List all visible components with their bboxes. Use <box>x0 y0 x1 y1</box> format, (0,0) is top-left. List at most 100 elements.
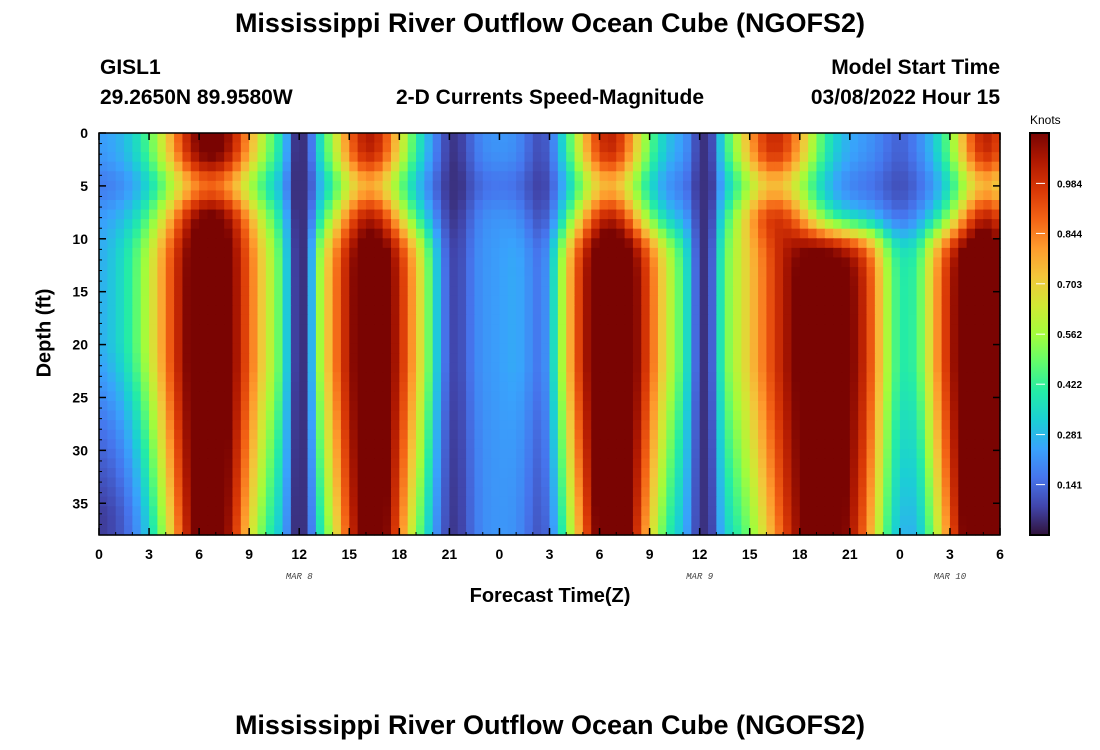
heatmap-cell <box>983 525 993 536</box>
heatmap-cell <box>541 515 551 527</box>
heatmap-cell <box>374 180 384 192</box>
heatmap-cell <box>866 477 876 488</box>
heatmap-cell <box>616 295 626 306</box>
heatmap-cell <box>240 324 250 335</box>
heatmap-cell <box>315 391 325 402</box>
heatmap-cell <box>307 257 317 268</box>
heatmap-cell <box>499 410 509 421</box>
heatmap-cell <box>724 161 734 172</box>
heatmap-cell <box>441 152 450 163</box>
heatmap-cell <box>841 420 851 431</box>
heatmap-cell <box>432 286 442 297</box>
x-tick-label: 0 <box>496 546 504 562</box>
heatmap-cell <box>841 228 851 239</box>
heatmap-cell <box>657 506 667 517</box>
heatmap-cell <box>182 180 192 192</box>
heatmap-cell <box>632 429 642 440</box>
heatmap-cell <box>524 190 534 201</box>
date-label: MAR 10 <box>934 572 967 582</box>
heatmap-cell <box>582 190 592 201</box>
heatmap-cell <box>716 506 726 517</box>
heatmap-cell <box>966 228 976 239</box>
heatmap-cell <box>324 429 334 440</box>
heatmap-cell <box>749 219 759 230</box>
heatmap-cell <box>616 362 626 373</box>
heatmap-cell <box>574 391 584 402</box>
heatmap-cell <box>557 506 567 517</box>
heatmap-cell <box>374 353 384 364</box>
heatmap-cell <box>541 238 551 249</box>
heatmap-cell <box>557 334 567 345</box>
heatmap-cell <box>541 477 551 488</box>
heatmap-cell <box>841 133 851 144</box>
heatmap-cell <box>833 487 843 498</box>
heatmap-cell <box>232 401 242 412</box>
heatmap-cell <box>641 161 651 172</box>
heatmap-cell <box>190 257 200 268</box>
heatmap-cell <box>858 391 868 402</box>
heatmap-cell <box>190 381 200 393</box>
heatmap-cell <box>432 219 442 230</box>
heatmap-cell <box>991 410 1001 421</box>
heatmap-cell <box>808 515 818 527</box>
heatmap-cell <box>616 267 626 278</box>
heatmap-cell <box>666 525 676 536</box>
heatmap-cell <box>457 209 467 220</box>
heatmap-cell <box>974 439 984 450</box>
heatmap-cell <box>307 209 317 220</box>
heatmap-cell <box>783 152 793 163</box>
heatmap-cell <box>165 487 175 498</box>
heatmap-cell <box>390 410 400 421</box>
heatmap-cell <box>766 286 776 297</box>
heatmap-cell <box>582 343 592 354</box>
heatmap-cell <box>657 286 667 297</box>
heatmap-cell <box>816 391 826 402</box>
heatmap-cell <box>858 190 868 201</box>
heatmap-cell <box>374 410 384 421</box>
heatmap-cell <box>891 133 901 144</box>
heatmap-cell <box>382 372 392 383</box>
heatmap-cell <box>816 305 826 316</box>
heatmap-cell <box>883 410 893 421</box>
heatmap-cell <box>282 401 292 412</box>
heatmap-cell <box>449 458 459 469</box>
heatmap-cell <box>290 295 300 306</box>
heatmap-cell <box>115 487 125 498</box>
heatmap-cell <box>716 429 726 440</box>
heatmap-cell <box>182 190 192 201</box>
heatmap-cell <box>466 410 476 421</box>
heatmap-cell <box>374 381 384 393</box>
heatmap-cell <box>582 477 592 488</box>
heatmap-cell <box>858 401 868 412</box>
heatmap-cell <box>449 305 459 316</box>
heatmap-cell <box>824 458 834 469</box>
heatmap-cell <box>165 468 175 479</box>
heatmap-cell <box>566 305 576 316</box>
heatmap-cell <box>958 525 968 536</box>
heatmap-cell <box>866 247 876 259</box>
heatmap-cell <box>132 142 142 153</box>
heatmap-cell <box>382 276 392 287</box>
heatmap-cell <box>716 515 726 527</box>
heatmap-cell <box>716 477 726 488</box>
heatmap-cell <box>649 200 659 211</box>
heatmap-cell <box>649 228 659 239</box>
heatmap-cell <box>799 334 809 345</box>
heatmap-cell <box>858 267 868 278</box>
heatmap-cell <box>666 372 676 383</box>
heatmap-cell <box>165 353 175 364</box>
heatmap-cell <box>791 353 801 364</box>
heatmap-cell <box>99 257 108 268</box>
heatmap-cell <box>741 286 751 297</box>
heatmap-cell <box>165 448 175 460</box>
heatmap-cell <box>474 362 484 373</box>
chart-title: Mississippi River Outflow Ocean Cube (NG… <box>234 8 866 38</box>
heatmap-cell <box>115 381 125 393</box>
heatmap-cell <box>774 391 784 402</box>
heatmap-cell <box>574 515 584 527</box>
heatmap-cell <box>174 161 184 172</box>
heatmap-cell <box>407 276 417 287</box>
heatmap-cell <box>232 410 242 421</box>
heatmap-cell <box>115 171 125 182</box>
heatmap-cell <box>874 372 884 383</box>
